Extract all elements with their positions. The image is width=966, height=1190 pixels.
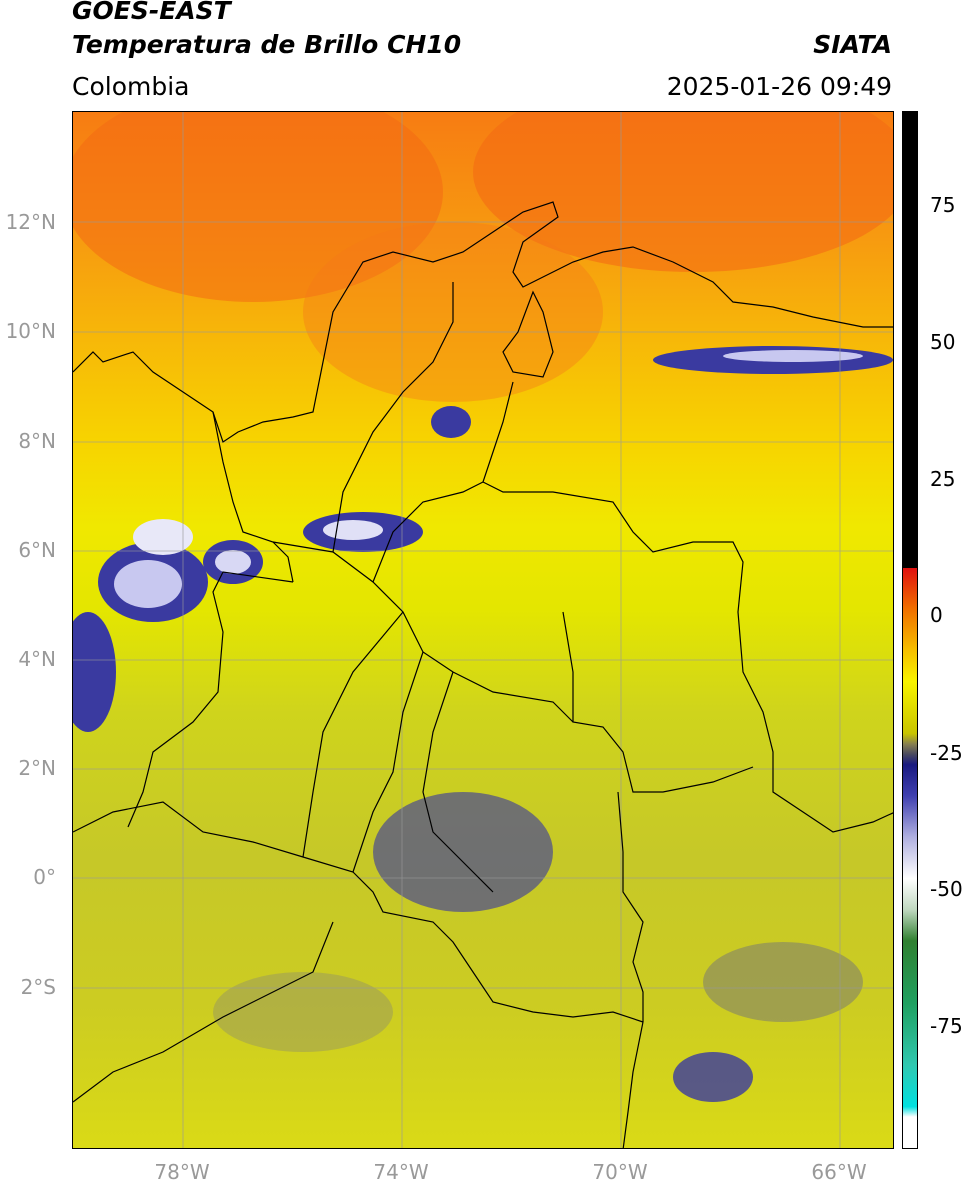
cold-cloud-patch (323, 520, 383, 540)
cold-cloud-patch (673, 1052, 753, 1102)
borders (73, 201, 893, 1148)
cold-cloud-patch (133, 519, 193, 555)
title-line2: Temperatura de Brillo CH10 (72, 30, 462, 59)
venezuela-border (482, 381, 893, 833)
cold-cloud-patch (373, 792, 553, 912)
caribbean-coast (73, 201, 893, 443)
lat-label-2n: 2°N (18, 756, 56, 780)
cold-cloud-patch (723, 350, 863, 362)
region-label: Colombia (72, 72, 190, 101)
lon-label-66w: 66°W (811, 1160, 867, 1184)
colorbar-tick-minus50: -50 (930, 877, 963, 901)
lon-label-78w: 78°W (154, 1160, 210, 1184)
lat-label-0: 0° (33, 865, 56, 889)
cold-cloud-patch (215, 550, 251, 574)
lon-label-70w: 70°W (592, 1160, 648, 1184)
lat-label-6n: 6°N (18, 538, 56, 562)
pacific-coast (127, 571, 294, 828)
cold-cloud-patch (73, 612, 116, 732)
cold-cloud-patch (114, 560, 182, 608)
colorbar-tick-0: 0 (930, 603, 943, 627)
orinoco-border (562, 611, 754, 793)
lat-label-2s: 2°S (20, 975, 56, 999)
warm-region-patch (73, 112, 443, 302)
colorbar-tick-50: 50 (930, 330, 956, 354)
colorbar-tick-minus75: -75 (930, 1014, 963, 1038)
brand-label: SIATA (813, 30, 892, 59)
map-overlay (73, 112, 893, 1148)
maracaibo-lake (502, 290, 554, 378)
lat-label-8n: 8°N (18, 429, 56, 453)
title-line1: GOES-EAST (72, 0, 231, 25)
panama-colombia-border (212, 411, 294, 583)
lat-label-12n: 12°N (5, 210, 56, 234)
colorbar-tick-25: 25 (930, 467, 956, 491)
colorbar (902, 111, 918, 1149)
lat-label-10n: 10°N (5, 319, 56, 343)
brightness-temperature-map (72, 111, 894, 1149)
cold-cloud-patch (213, 972, 393, 1052)
colorbar-tick-minus25: -25 (930, 741, 963, 765)
lat-label-4n: 4°N (18, 647, 56, 671)
graticule (73, 112, 893, 1148)
datetime-label: 2025-01-26 09:49 (666, 72, 892, 101)
lon-label-74w: 74°W (373, 1160, 429, 1184)
department-lines (272, 282, 574, 893)
cold-cloud-patch (431, 406, 471, 438)
cold-cloud-patch (703, 942, 863, 1022)
brazil-border (617, 791, 644, 1022)
colorbar-tick-75: 75 (930, 193, 956, 217)
warm-region-patch (473, 112, 893, 272)
peru-brazil-border (622, 1021, 644, 1148)
ecuador-border (73, 801, 644, 1023)
southwest-coast (73, 921, 334, 1103)
